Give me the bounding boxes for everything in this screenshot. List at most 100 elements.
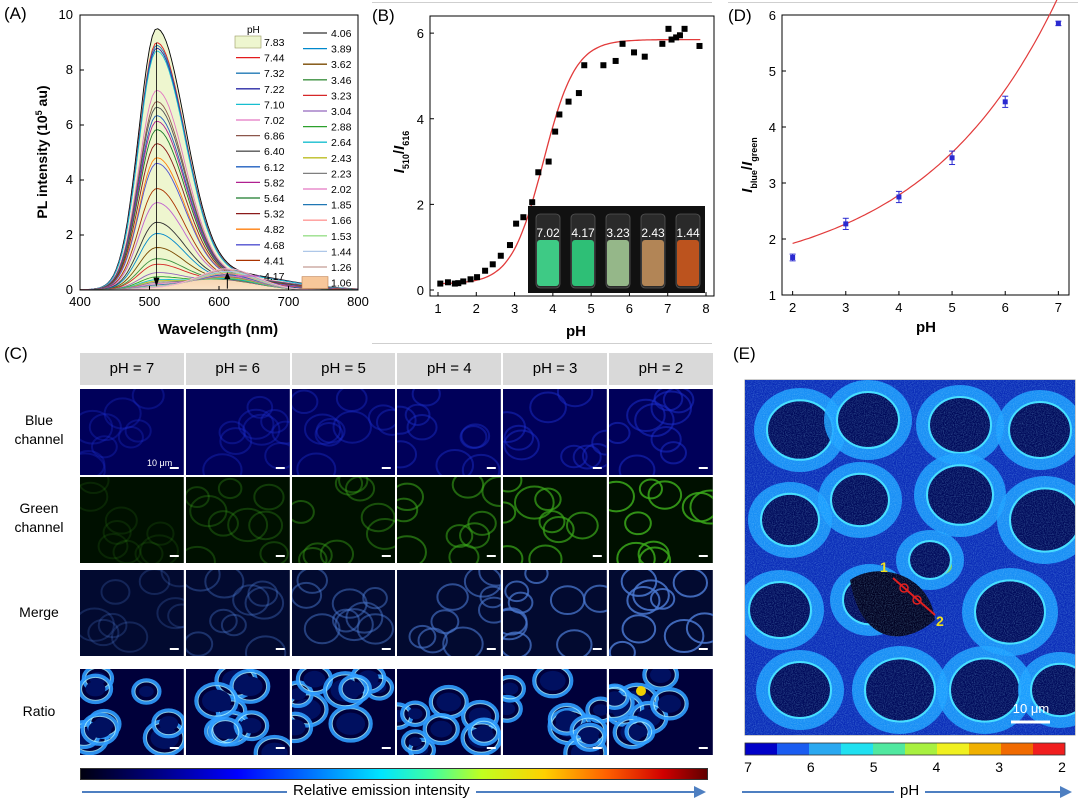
panel-c-cell-nucleus	[503, 702, 516, 716]
panel-c-cell-outline	[88, 413, 122, 442]
chart-a-ylabel: PL intensity (105 au)	[34, 85, 50, 218]
chart-b-point	[575, 90, 582, 97]
panel-c-cell-outline	[134, 541, 164, 563]
panel-c-cell-outline	[445, 524, 474, 548]
panel-c-cell-nucleus	[593, 704, 607, 716]
panel-c-cell-outline	[576, 726, 604, 749]
chart-b-point	[600, 62, 607, 69]
panel-e-cell-body	[937, 646, 1033, 734]
panel-c-cell-outline	[360, 502, 396, 533]
panel-c-ratio-spot	[636, 686, 646, 696]
chart-b-xtick-label: 8	[702, 301, 709, 316]
panel-c-colorbar	[80, 768, 708, 780]
chart-b-point	[506, 242, 513, 249]
panel-e-cell-nucleus	[1010, 403, 1070, 457]
chart-a-ytick-label: 4	[66, 172, 73, 187]
panel-e-cell-body	[824, 380, 912, 460]
panel-c-cell-nucleus	[345, 681, 364, 696]
chart-a-legend-label: 6.40	[264, 146, 285, 158]
panel-c-cell-bg	[185, 570, 290, 656]
panel-c-cell-outline	[314, 421, 344, 447]
panel-c-cell-outline	[237, 408, 275, 440]
panel-e-cell-hotspot	[1032, 422, 1068, 450]
panel-c-cell-outline	[134, 681, 159, 702]
panel-c-cell-outline	[231, 584, 270, 616]
panel-c-cell-outline	[335, 389, 368, 413]
chart-d-ytick-label: 6	[769, 8, 776, 23]
panel-e-colorbar-tick: 5	[870, 759, 878, 775]
panel-e-cell-hotspot	[950, 486, 990, 516]
panel-c-scalebar	[169, 747, 179, 749]
panel-e-colorbar-tick: 4	[933, 759, 941, 775]
panel-e-cell-nucleus	[832, 474, 888, 526]
chart-a-series-line	[80, 276, 358, 291]
panel-c-row-label-line2: channel	[14, 519, 64, 535]
panel-c-cell-outline	[404, 732, 427, 752]
panel-c-cell-bg	[397, 477, 502, 563]
panel-c-image-cell	[397, 669, 502, 755]
panel-c-row-label-line1: Merge	[19, 604, 59, 620]
chart-a-legend-label: 7.83	[264, 37, 285, 49]
panel-e-cell-nucleus	[1032, 664, 1075, 716]
panel-c-cell-outline	[650, 426, 682, 453]
panel-c-cell-nucleus	[291, 719, 306, 736]
panel-c-cell-outline	[547, 702, 587, 736]
chart-b-point	[474, 274, 481, 281]
panel-e-cell-body	[916, 385, 1004, 465]
panel-c-cell-nucleus	[201, 689, 231, 713]
panel-c-cell-outline	[244, 635, 287, 656]
panel-c-cell-outline	[638, 546, 672, 563]
chart-a-legend-label: 2.64	[331, 137, 352, 149]
panel-c-cell-nucleus	[475, 725, 494, 739]
chart-a-legend-label: 1.66	[331, 215, 352, 227]
chart-a-xtick-label: 700	[278, 294, 300, 309]
chart-a-frame	[79, 14, 359, 291]
panel-e-nucleus-rim	[748, 581, 812, 639]
chart-b-inset-vial-liquid	[572, 240, 594, 286]
panel-c-cell-image	[80, 669, 184, 755]
chart-b-inset-vial	[570, 213, 596, 289]
chart-a-series-line	[80, 47, 359, 291]
panel-c-cell-bg	[80, 477, 184, 563]
panel-c-cell-outline	[138, 570, 171, 596]
panel-c-cell-outline	[462, 453, 501, 475]
panel-c-cell-nucleus	[436, 692, 462, 712]
panel-c-cell-nucleus	[159, 716, 179, 731]
panel-e-cell-body	[914, 453, 1006, 537]
chart-a-legend-label: 4.41	[264, 255, 285, 267]
panel-c-cell-outline	[247, 510, 283, 541]
panel-e-scale-text: 10 μm	[1013, 701, 1049, 716]
panel-c-cell-outline	[365, 517, 396, 550]
panel-c-cell-outline	[650, 390, 693, 426]
panel-c-cell-outline	[156, 597, 184, 630]
panel-c-cell-image	[185, 669, 290, 755]
chart-a-series-line	[80, 188, 359, 291]
chart-d-xtick-label: 2	[789, 300, 796, 315]
chart-a-series-line	[80, 129, 359, 291]
panel-c-cell-outline	[208, 608, 238, 634]
chart-b-fit-line	[437, 38, 701, 285]
panel-c-cell-outline	[503, 411, 527, 443]
panel-c-cell-outline	[612, 715, 652, 750]
panel-c-cell-outline	[242, 413, 281, 446]
chart-b-point	[489, 261, 496, 268]
chart-a-series-line	[80, 270, 358, 291]
chart-d-point	[1002, 99, 1008, 105]
panel-c-cell-outline	[297, 546, 328, 563]
panel-c-cell-outline	[503, 608, 529, 641]
panel-e-caption-arrowhead	[1060, 786, 1072, 798]
separator-mid-b	[372, 343, 712, 344]
panel-c-image-cell	[291, 570, 396, 656]
chart-a-series-line	[80, 272, 358, 291]
chart-b-xtick-label: 2	[473, 301, 480, 316]
chart-a-series-line	[80, 274, 358, 291]
chart-d-frame	[781, 14, 1070, 296]
chart-a-series-line	[80, 202, 358, 291]
panel-c-cell-outline	[422, 712, 461, 746]
panel-c-cell-image	[185, 477, 290, 563]
panel-c-cell-outline	[334, 608, 374, 642]
panel-c-cell-outline	[189, 495, 228, 528]
panel-e-nucleus-rim	[768, 661, 832, 719]
panel-e-marker-1: 1	[880, 559, 888, 575]
panel-c-cell-outline	[503, 501, 517, 524]
